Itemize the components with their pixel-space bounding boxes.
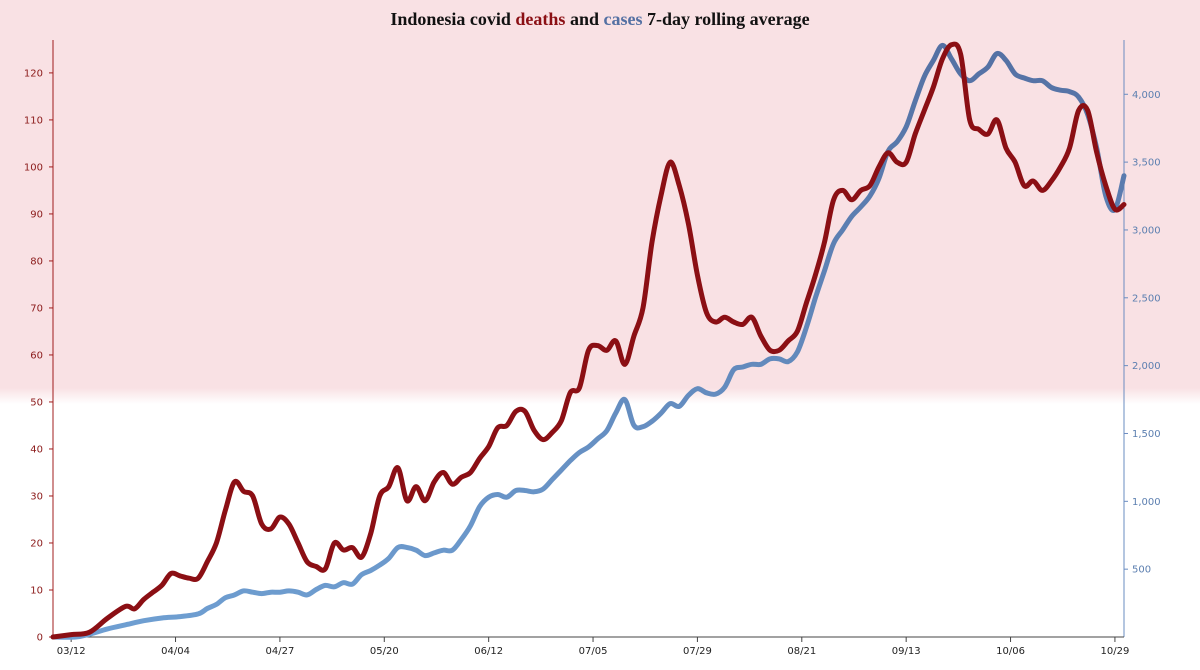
x-axis-tick-label: 07/05 (579, 646, 608, 657)
right-axis-tick-label: 500 (1132, 565, 1151, 576)
title-part-1: Indonesia covid (390, 9, 515, 29)
x-axis-tick-label: 04/04 (161, 646, 190, 657)
left-axis-tick-label: 60 (30, 350, 43, 361)
deaths-series-line (50, 41, 1127, 640)
series-layer (50, 41, 1127, 640)
left-axis-tick-label: 40 (30, 444, 43, 455)
right-axis-tick-label: 3,500 (1132, 158, 1161, 169)
x-axis-tick-label: 05/20 (370, 646, 399, 657)
right-axis-tick-label: 4,000 (1132, 90, 1161, 101)
x-axis-tick-label: 08/21 (787, 646, 816, 657)
title-cases-word: cases (603, 9, 642, 29)
title-deaths-word: deaths (515, 9, 565, 29)
high-deaths-band (0, 0, 1200, 404)
left-axis-tick-label: 110 (24, 115, 43, 126)
left-axis-tick-label: 10 (30, 585, 43, 596)
x-axis-tick-label: 04/27 (265, 646, 294, 657)
x-axis-tick-label: 09/13 (892, 646, 921, 657)
right-axis-tick-label: 1,000 (1132, 497, 1161, 508)
axes: 0 10 20 30 40 50 60 70 80 90 100 110 120 500 1,000 1,50… (24, 40, 1161, 657)
x-axis-tick-label: 10/06 (996, 646, 1025, 657)
left-axis-tick-label: 50 (30, 397, 43, 408)
right-axis-tick-label: 1,500 (1132, 429, 1161, 440)
left-axis-tick-label: 20 (30, 538, 43, 549)
x-axis-tick-label: 03/12 (57, 646, 86, 657)
title-part-3: 7-day rolling average (642, 9, 809, 29)
left-axis-tick-label: 80 (30, 256, 43, 267)
left-axis-tick-label: 90 (30, 209, 43, 220)
x-axis-tick-label: 06/12 (474, 646, 503, 657)
left-axis-tick-label: 100 (24, 162, 43, 173)
right-axis-tick-label: 2,500 (1132, 293, 1161, 304)
left-axis-tick-label: 70 (30, 303, 43, 314)
left-axis-tick-label: 30 (30, 491, 43, 502)
cases-series-line (50, 42, 1127, 640)
x-axis-tick-label: 07/29 (683, 646, 712, 657)
left-axis-tick-label: 0 (37, 633, 43, 644)
left-axis-tick-label: 120 (24, 68, 43, 79)
right-axis-tick-label: 2,000 (1132, 361, 1161, 372)
chart-title: Indonesia covid deaths and cases 7-day r… (390, 9, 809, 29)
right-axis-tick-label: 3,000 (1132, 225, 1161, 236)
title-part-2: and (565, 9, 603, 29)
x-axis-tick-label: 10/29 (1101, 646, 1130, 657)
